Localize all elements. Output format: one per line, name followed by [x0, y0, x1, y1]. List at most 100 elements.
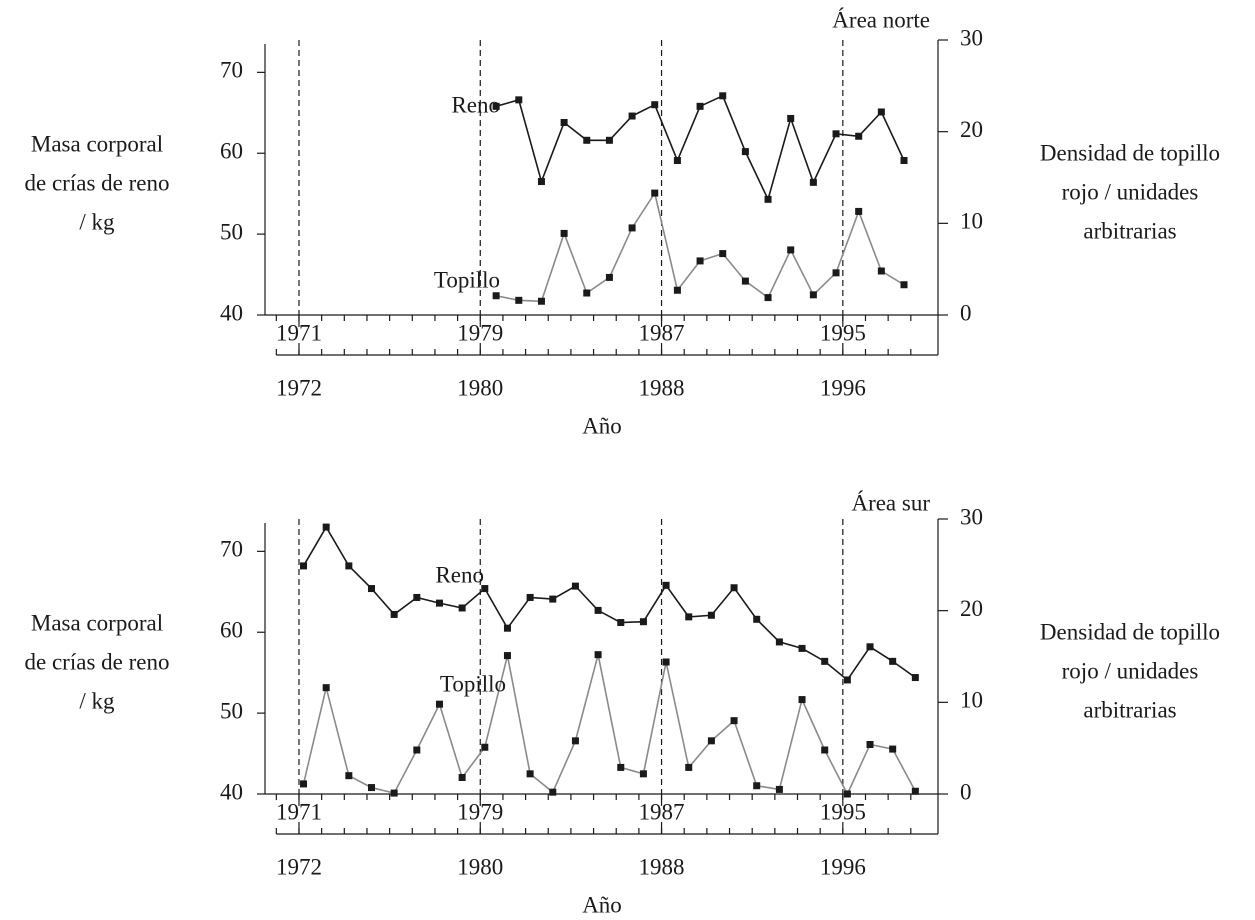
data-point	[753, 782, 761, 790]
y-axis-label: Masa corporal	[31, 131, 163, 156]
series-label: Topillo	[434, 267, 500, 292]
data-point	[764, 294, 772, 302]
data-point	[798, 696, 806, 704]
data-point	[537, 297, 545, 305]
x-tick-label: 1971	[276, 799, 322, 824]
x-tick-label: 1995	[820, 799, 866, 824]
data-point	[549, 788, 557, 796]
data-point	[492, 102, 500, 110]
data-point	[435, 700, 443, 708]
data-point	[809, 178, 817, 186]
x-tick-label: 1987	[639, 320, 685, 345]
y2-axis-label: rojo / unidades	[1062, 179, 1199, 204]
data-point	[900, 281, 908, 289]
data-point	[730, 717, 738, 725]
data-point	[390, 610, 398, 618]
y2-axis-label: arbitrarias	[1083, 218, 1176, 243]
data-point	[628, 224, 636, 232]
data-point	[911, 787, 919, 795]
data-point	[877, 267, 885, 275]
data-point	[594, 651, 602, 659]
y-tick-label: 40	[220, 300, 243, 325]
data-point	[719, 92, 727, 100]
x2-tick-label: 1972	[276, 854, 322, 879]
data-point	[662, 658, 670, 666]
data-point	[900, 157, 908, 165]
data-point	[651, 189, 659, 197]
data-point	[481, 585, 489, 593]
y-axis-label: / kg	[79, 688, 115, 713]
data-point	[322, 523, 330, 531]
data-point	[707, 611, 715, 619]
data-point	[515, 96, 523, 104]
series-label: Reno	[451, 92, 500, 117]
data-point	[753, 615, 761, 623]
y-tick-label: 60	[220, 139, 243, 164]
y2-tick-label: 0	[960, 779, 972, 804]
x2-tick-label: 1996	[820, 375, 866, 400]
y-tick-label: 70	[220, 537, 243, 562]
series-line	[302, 525, 916, 682]
data-point	[855, 132, 863, 140]
x2-tick-label: 1972	[276, 375, 322, 400]
series-line	[302, 654, 917, 796]
data-point	[741, 148, 749, 156]
y2-axis-label: Densidad de topillo	[1040, 619, 1220, 644]
data-point	[537, 178, 545, 186]
data-point	[821, 746, 829, 754]
data-point	[617, 619, 625, 627]
data-point	[300, 780, 308, 788]
data-point	[413, 746, 421, 754]
data-point	[617, 763, 625, 771]
data-point	[583, 136, 591, 144]
data-point	[560, 229, 568, 237]
data-point	[526, 770, 534, 778]
data-point	[685, 763, 693, 771]
data-point	[673, 157, 681, 165]
data-point	[322, 684, 330, 692]
data-point	[605, 273, 613, 281]
data-point	[662, 581, 670, 589]
data-point	[843, 676, 851, 684]
data-point	[685, 613, 693, 621]
data-point	[719, 250, 727, 258]
data-point	[809, 291, 817, 299]
x-tick-label: 1979	[457, 799, 503, 824]
y2-tick-label: 20	[960, 596, 983, 621]
series-label: Reno	[435, 562, 484, 587]
y-tick-label: 40	[220, 779, 243, 804]
data-point	[696, 257, 704, 265]
data-point	[889, 745, 897, 753]
y2-tick-label: 30	[960, 504, 983, 529]
data-point	[390, 789, 398, 797]
data-point	[503, 652, 511, 660]
y2-tick-label: 10	[960, 209, 983, 234]
data-point	[571, 737, 579, 745]
y-axis-label: / kg	[79, 209, 115, 234]
y2-tick-label: 30	[960, 25, 983, 50]
x-axis-label: Año	[582, 413, 622, 438]
data-point	[458, 604, 466, 612]
data-point	[526, 593, 534, 601]
y-axis-label: Masa corporal	[31, 610, 163, 635]
data-point	[707, 737, 715, 745]
data-point	[594, 606, 602, 614]
data-point	[877, 108, 885, 116]
data-point	[345, 562, 353, 570]
data-point	[492, 292, 500, 300]
x2-tick-label: 1980	[457, 375, 503, 400]
data-point	[605, 136, 613, 144]
y-tick-label: 70	[220, 58, 243, 83]
data-point	[730, 584, 738, 592]
data-point	[764, 195, 772, 203]
y2-axis-label: Densidad de topillo	[1040, 140, 1220, 165]
data-point	[741, 277, 749, 285]
data-point	[345, 772, 353, 780]
data-point	[628, 112, 636, 120]
y2-tick-label: 0	[960, 300, 972, 325]
data-point	[639, 770, 647, 778]
data-point	[503, 624, 511, 632]
data-point	[832, 269, 840, 277]
x2-tick-label: 1988	[639, 375, 685, 400]
